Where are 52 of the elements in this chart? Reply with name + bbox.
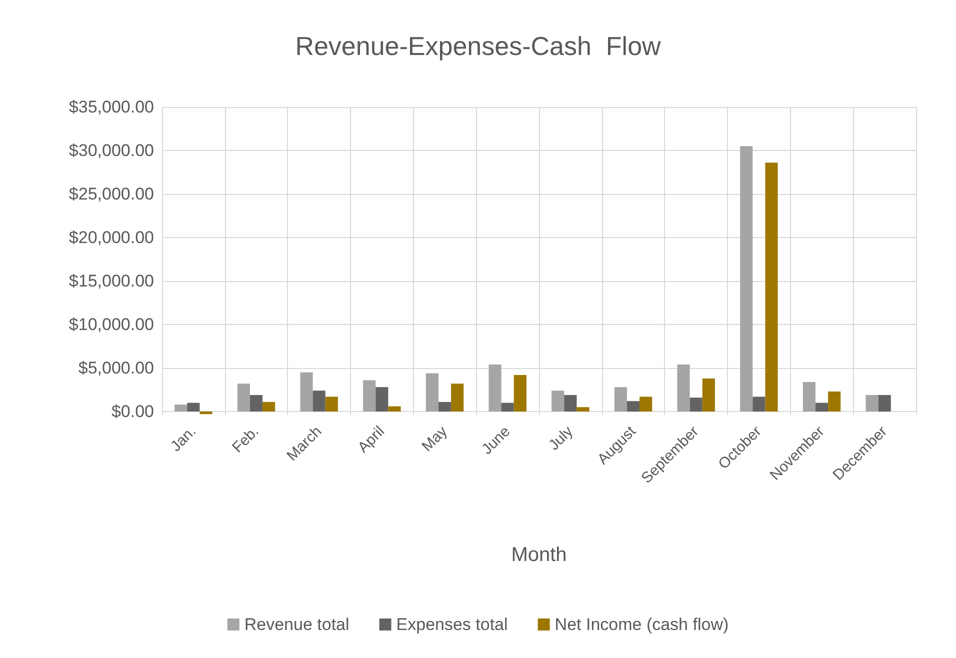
bar [828, 392, 841, 412]
bar [388, 406, 401, 412]
y-tick-label: $10,000.00 [68, 315, 154, 334]
y-tick-label: $15,000.00 [68, 272, 154, 291]
bar [187, 402, 200, 412]
legend-label: Revenue total [244, 615, 350, 634]
bar [626, 401, 640, 412]
bar [640, 396, 652, 412]
y-tick-label: $0.00 [111, 402, 154, 422]
bar [200, 412, 212, 414]
bar [740, 146, 753, 412]
bar [325, 396, 338, 412]
y-tick-label: $30,000.00 [68, 141, 154, 160]
x-tick-label: May [418, 422, 452, 456]
bar [488, 364, 502, 412]
x-tick-label: Feb. [229, 422, 262, 456]
bar [802, 382, 816, 412]
bar [438, 402, 452, 412]
bar [250, 394, 263, 412]
bar [552, 390, 564, 412]
bar [576, 407, 590, 412]
bar [677, 364, 690, 412]
x-tick-label: July [546, 422, 577, 454]
bar [376, 387, 388, 412]
bar [878, 394, 891, 412]
chart-title: Revenue-Expenses-Cash Flow [295, 31, 662, 61]
y-tick-label: $25,000.00 [68, 184, 154, 204]
legend-label: Expenses total [396, 615, 508, 634]
y-tick-label: $20,000.00 [68, 228, 154, 248]
bar [690, 398, 702, 412]
bar [451, 384, 464, 412]
bar [501, 402, 514, 412]
bar [815, 402, 828, 412]
legend-label: Net Income (cash flow) [554, 615, 729, 634]
x-axis-title: Month [511, 544, 567, 566]
bar [702, 378, 715, 412]
bar [262, 402, 276, 412]
bar [300, 372, 313, 412]
bar [363, 380, 376, 412]
bar [614, 387, 627, 412]
bar [237, 384, 250, 412]
bar [312, 390, 326, 412]
y-tick-label: $5,000.00 [78, 358, 154, 378]
bar [174, 404, 188, 412]
bar [514, 374, 526, 412]
x-tick-label: Jan. [167, 422, 200, 456]
y-tick-label: $35,000.00 [68, 98, 154, 116]
bar [752, 396, 766, 412]
bar [866, 394, 878, 412]
bar [564, 394, 577, 412]
bar [426, 373, 438, 412]
bar [765, 162, 778, 412]
